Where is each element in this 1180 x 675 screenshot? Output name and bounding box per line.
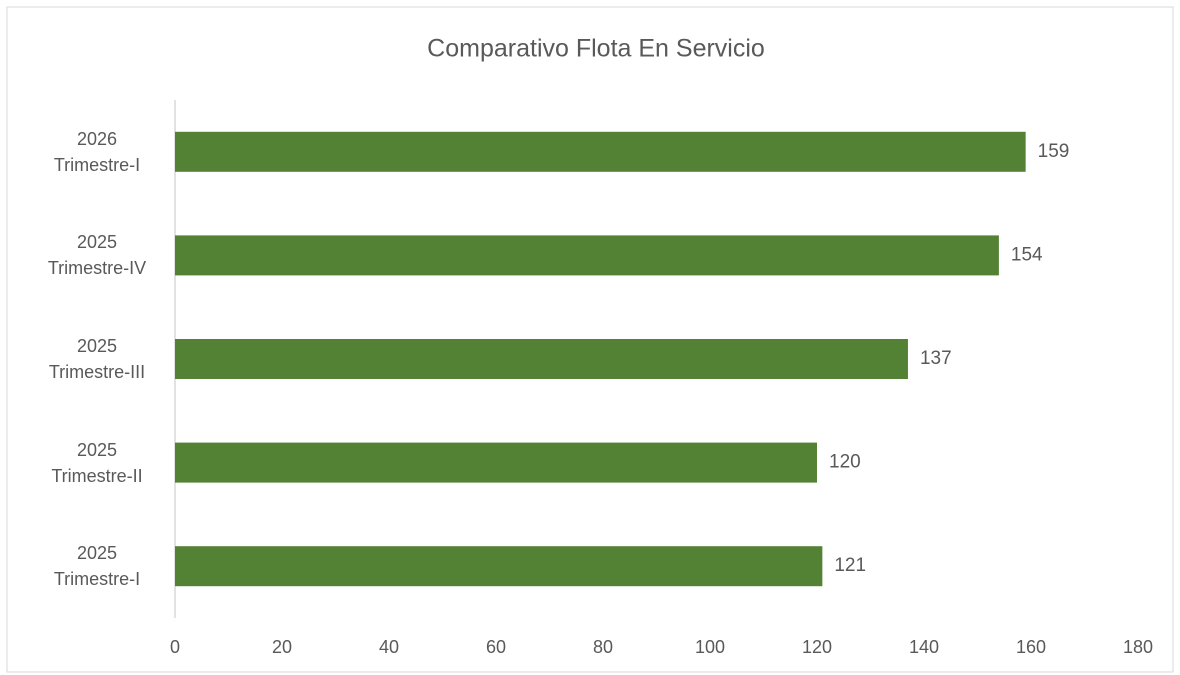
- chart-title: Comparativo Flota En Servicio: [427, 35, 765, 63]
- x-tick-label: 0: [170, 637, 180, 657]
- bar: [175, 546, 823, 587]
- bar: [175, 442, 817, 483]
- y-tick-label: 2025 Trimestre-IV: [47, 232, 147, 279]
- data-label: 137: [920, 348, 952, 369]
- bar: [175, 339, 908, 379]
- data-label: 159: [1038, 141, 1070, 162]
- y-tick-label: 2025 Trimestre-II: [51, 439, 143, 486]
- data-label: 121: [834, 555, 866, 576]
- x-tick-label: 180: [1123, 637, 1153, 657]
- data-label: 120: [829, 452, 861, 473]
- y-tick-label: 2025 Trimestre-III: [48, 336, 146, 382]
- x-tick-label: 120: [802, 637, 832, 657]
- x-tick-label: 160: [1016, 637, 1046, 657]
- bar: [175, 131, 1026, 172]
- x-tick-label: 100: [695, 637, 725, 657]
- y-tick-label: 2026 Trimestre-I: [53, 128, 141, 175]
- x-tick-label: 20: [272, 637, 292, 657]
- y-tick-label: 2025 Trimestre-I: [53, 543, 141, 590]
- x-tick-label: 60: [486, 637, 506, 657]
- bar: [175, 235, 999, 276]
- data-label: 154: [1011, 244, 1043, 265]
- x-tick-label: 40: [379, 637, 399, 657]
- x-tick-label: 80: [593, 637, 613, 657]
- x-tick-label: 140: [909, 637, 939, 657]
